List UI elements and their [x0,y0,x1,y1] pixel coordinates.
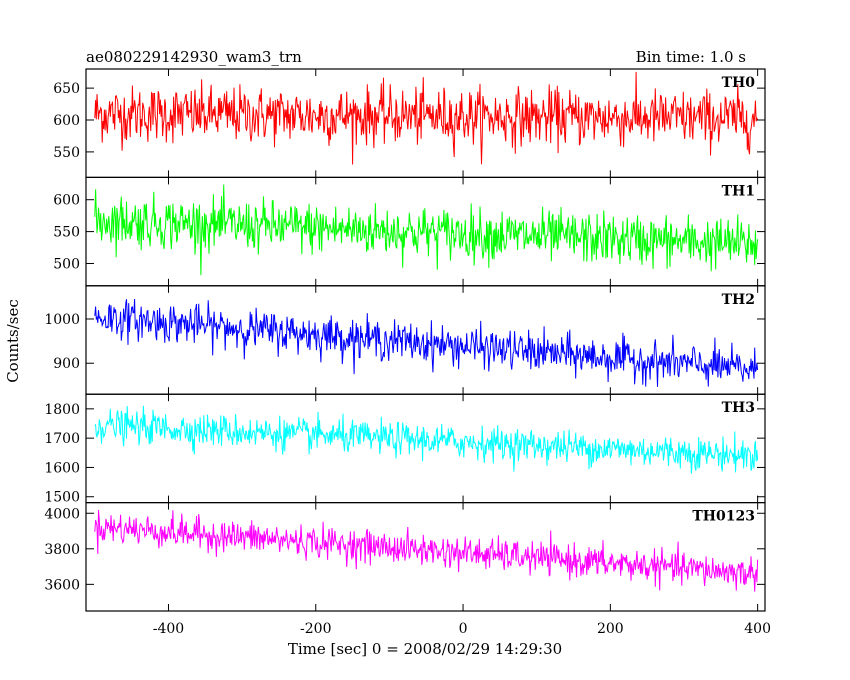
y-tick-label: 3800 [44,542,80,558]
series-line-th1 [94,184,759,276]
y-tick-label: 1500 [44,490,80,506]
series-label-th0: TH0 [722,75,756,91]
panel-frame [85,502,766,612]
y-tick-label: 1700 [44,431,80,447]
y-tick-label: 1800 [44,402,80,418]
y-tick-label: 3600 [44,577,80,593]
series-label-th0123: TH0123 [692,509,755,525]
y-tick-label: 1600 [44,460,80,476]
y-tick-label: 900 [53,356,80,372]
series-line-th3 [94,405,759,474]
series-line-th0123 [94,509,759,592]
x-tick-label: 200 [597,621,624,637]
x-tick-label: 0 [459,621,468,637]
x-axis: -400 -200 0 200 400 [153,621,771,637]
panel-th2: 900 1000 TH2 [44,285,766,395]
y-tick-label: 500 [53,256,80,272]
y-tick-label: 600 [53,193,80,209]
panel-th0: 550 600 650 TH0 [53,68,766,179]
series-label-th1: TH1 [722,183,755,199]
y-tick-label: 650 [53,81,80,97]
panel-frame [85,285,766,395]
chart-title: ae080229142930_wam3_trn [86,48,302,66]
y-axis-label: Counts/sec [4,299,22,383]
y-tick-label: 550 [53,225,80,241]
y-tick-label: 1000 [44,312,80,328]
panel-th0123: 3600 3800 4000 TH0123 [44,502,766,612]
y-tick-label: 4000 [44,506,80,522]
x-tick-label: -200 [300,621,331,637]
series-label-th2: TH2 [722,292,755,308]
panel-th1: 500 550 600 TH1 [53,176,766,287]
series-label-th3: TH3 [722,400,755,416]
panel-frame [85,176,766,287]
series-line-th2 [94,298,759,387]
series-line-th0 [94,71,759,165]
panels: 550 600 650 TH0 500 550 600 TH1 900 1000 TH2 1500 16… [44,68,766,612]
panel-th3: 1500 1600 1700 1800 TH3 [44,393,766,506]
bin-time-label: Bin time: 1.0 s [636,48,746,66]
y-tick-label: 550 [53,145,80,161]
x-axis-label: Time [sec] 0 = 2008/02/29 14:29:30 [288,640,562,658]
y-tick-label: 600 [53,113,80,129]
x-tick-label: -400 [153,621,184,637]
x-tick-label: 400 [744,621,771,637]
